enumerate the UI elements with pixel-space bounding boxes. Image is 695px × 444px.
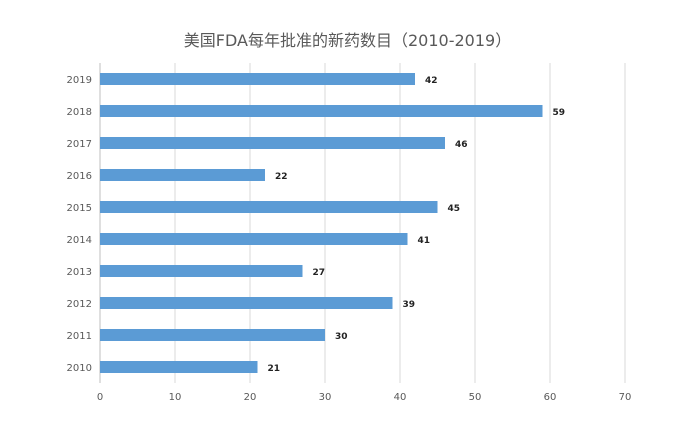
data-label: 22 bbox=[275, 172, 288, 182]
category-label: 2019 bbox=[67, 75, 92, 86]
data-label: 21 bbox=[268, 364, 281, 374]
chart-title: 美国FDA每年批准的新药数目（2010-2019） bbox=[183, 31, 512, 50]
x-tick-label: 0 bbox=[97, 392, 103, 403]
category-label: 2011 bbox=[67, 331, 92, 342]
bar-2014 bbox=[100, 233, 408, 245]
x-tick-label: 10 bbox=[169, 392, 182, 403]
x-tick-label: 50 bbox=[469, 392, 482, 403]
data-label: 46 bbox=[455, 140, 468, 150]
category-label: 2013 bbox=[67, 267, 92, 278]
data-label: 59 bbox=[553, 108, 566, 118]
x-tick-label: 40 bbox=[394, 392, 407, 403]
category-label: 2012 bbox=[67, 299, 92, 310]
bar-2011 bbox=[100, 329, 325, 341]
bar-2015 bbox=[100, 201, 438, 213]
data-label: 45 bbox=[448, 204, 461, 214]
category-label: 2015 bbox=[67, 203, 92, 214]
x-tick-label: 30 bbox=[319, 392, 332, 403]
data-label: 39 bbox=[403, 300, 416, 310]
category-label: 2018 bbox=[67, 107, 92, 118]
data-label: 27 bbox=[313, 268, 326, 278]
category-label: 2017 bbox=[67, 139, 92, 150]
bar-2013 bbox=[100, 265, 303, 277]
data-label: 42 bbox=[425, 76, 438, 86]
data-label: 41 bbox=[418, 236, 431, 246]
bar-2012 bbox=[100, 297, 393, 309]
x-tick-label: 60 bbox=[544, 392, 557, 403]
x-tick-label: 70 bbox=[619, 392, 632, 403]
category-label: 2014 bbox=[67, 235, 92, 246]
category-label: 2016 bbox=[67, 171, 92, 182]
bar-2019 bbox=[100, 73, 415, 85]
x-tick-label: 20 bbox=[244, 392, 257, 403]
bar-2010 bbox=[100, 361, 258, 373]
bar-2017 bbox=[100, 137, 445, 149]
bar-2018 bbox=[100, 105, 543, 117]
bar-2016 bbox=[100, 169, 265, 181]
data-label: 30 bbox=[335, 332, 348, 342]
category-label: 2010 bbox=[67, 363, 92, 374]
